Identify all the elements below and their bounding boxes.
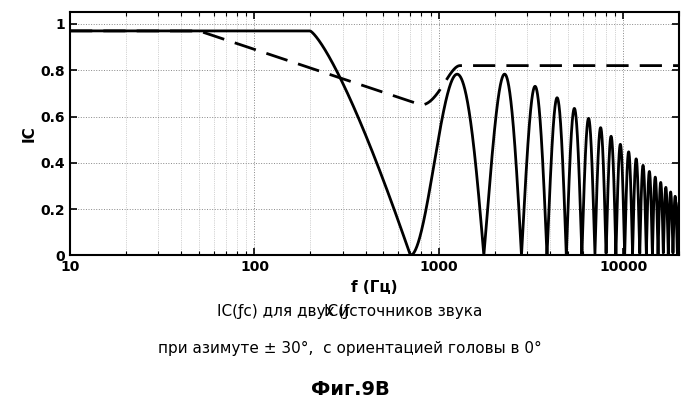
X-axis label: f (Гц): f (Гц) <box>351 280 398 295</box>
Text: IC(ƒ: IC(ƒ <box>323 304 350 318</box>
Text: Фиг.9В: Фиг.9В <box>311 380 389 399</box>
Text: IC(ƒc) для двух источников звука: IC(ƒc) для двух источников звука <box>217 304 483 318</box>
Y-axis label: IC: IC <box>21 126 36 142</box>
Text: при азимуте ± 30°,  с ориентацией головы в 0°: при азимуте ± 30°, с ориентацией головы … <box>158 341 542 356</box>
